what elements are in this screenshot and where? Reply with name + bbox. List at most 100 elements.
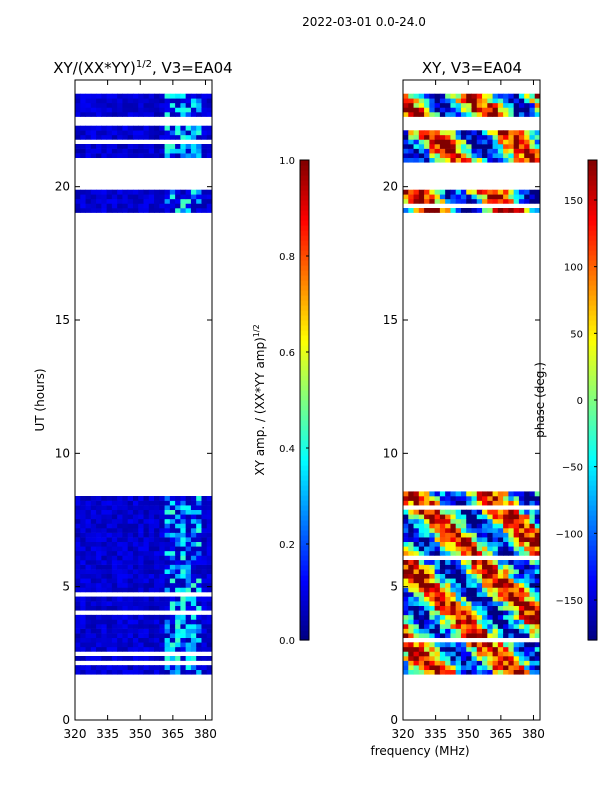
heatmap-cell [497,537,504,543]
heatmap-cell [529,537,536,543]
heatmap-cell [80,514,87,520]
heatmap-cell [201,203,208,209]
colorbar-segment [300,305,309,311]
heatmap-cell [518,596,525,602]
heatmap-cell [180,198,187,204]
heatmap-cell [101,532,108,538]
heatmap-cell [476,601,483,607]
heatmap-cell [96,656,102,661]
heatmap-cell [445,651,451,657]
heatmap-cell [206,656,213,661]
heatmap-cell [471,660,478,666]
heatmap-cell [111,537,118,543]
heatmap-cell [106,646,113,652]
y-tick-label: 15 [383,313,398,327]
heatmap-cell [154,637,160,643]
heatmap-cell [434,189,441,195]
heatmap-cell [180,637,187,643]
heatmap-cell [424,610,430,616]
heatmap-cell [534,660,541,666]
heatmap-cell [503,148,509,154]
heatmap-cell [164,596,171,602]
heatmap-cell [196,98,202,104]
heatmap-cell [439,130,446,136]
heatmap-cell [403,624,409,629]
heatmap-cell [106,541,113,547]
heatmap-cell [180,189,187,195]
heatmap-cell [80,669,87,675]
heatmap-cell [90,665,97,671]
heatmap-cell [466,642,472,648]
heatmap-cell [439,514,446,520]
heatmap-cell [434,656,441,661]
heatmap-cell [403,496,409,501]
heatmap-cell [164,601,171,607]
heatmap-cell [424,189,430,195]
heatmap-cell [418,646,425,652]
heatmap-cell [164,614,171,620]
heatmap-cell [524,102,530,108]
heatmap-cell [476,528,483,533]
heatmap-cell [466,582,472,588]
heatmap-cell [460,194,467,200]
heatmap-cell [85,578,92,584]
heatmap-cell [122,505,129,511]
heatmap-cell [418,98,425,104]
heatmap-cell [508,541,515,547]
heatmap-cell [201,646,208,652]
colorbar-segment [588,410,597,416]
heatmap-cell [201,560,208,565]
heatmap-cell [424,587,430,593]
heatmap-cell [101,102,108,108]
heatmap-cell [471,148,478,154]
heatmap-cell [418,107,425,113]
heatmap-cell [190,614,197,620]
heatmap-cell [169,112,176,117]
heatmap-cell [434,98,441,104]
heatmap-cell [159,528,166,533]
colorbar-segment [588,480,597,486]
heatmap-cell [75,148,81,154]
heatmap-cell [524,496,530,501]
heatmap-cell [169,656,176,661]
heatmap-cell [403,153,409,159]
heatmap-cell [185,528,192,533]
heatmap-cell [106,532,113,538]
heatmap-cell [154,564,160,570]
heatmap-cell [439,98,446,104]
colorbar-segment [588,325,597,331]
heatmap-cell [132,637,139,643]
heatmap-cell [111,514,118,520]
heatmap-cell [127,532,134,538]
heatmap-cell [164,496,171,501]
heatmap-cell [122,656,129,661]
heatmap-cell [122,148,129,154]
heatmap-cell [403,532,409,538]
colorbar-segment [588,635,597,641]
heatmap-cell [471,624,478,629]
heatmap-cell [487,194,494,200]
heatmap-cell [455,601,462,607]
heatmap-cell [206,518,213,524]
colorbar-segment [588,235,597,241]
heatmap-cell [138,153,144,159]
colorbar-segment [588,335,597,341]
heatmap-cell [85,189,92,195]
colorbar-segment [300,415,309,421]
heatmap-cell [148,546,155,552]
heatmap-cell [508,656,515,661]
heatmap-cell [497,194,504,200]
heatmap-cell [524,564,530,570]
heatmap-cell [476,189,483,195]
heatmap-cell [508,528,515,533]
heatmap-cell [418,656,425,661]
heatmap-cell [445,537,451,543]
heatmap-cell [534,624,541,629]
heatmap-cell [487,614,494,620]
heatmap-cell [408,610,415,616]
heatmap-cell [101,624,108,629]
heatmap-cell [450,153,457,159]
heatmap-cell [75,614,81,620]
heatmap-cell [85,194,92,200]
heatmap-cell [96,514,102,520]
